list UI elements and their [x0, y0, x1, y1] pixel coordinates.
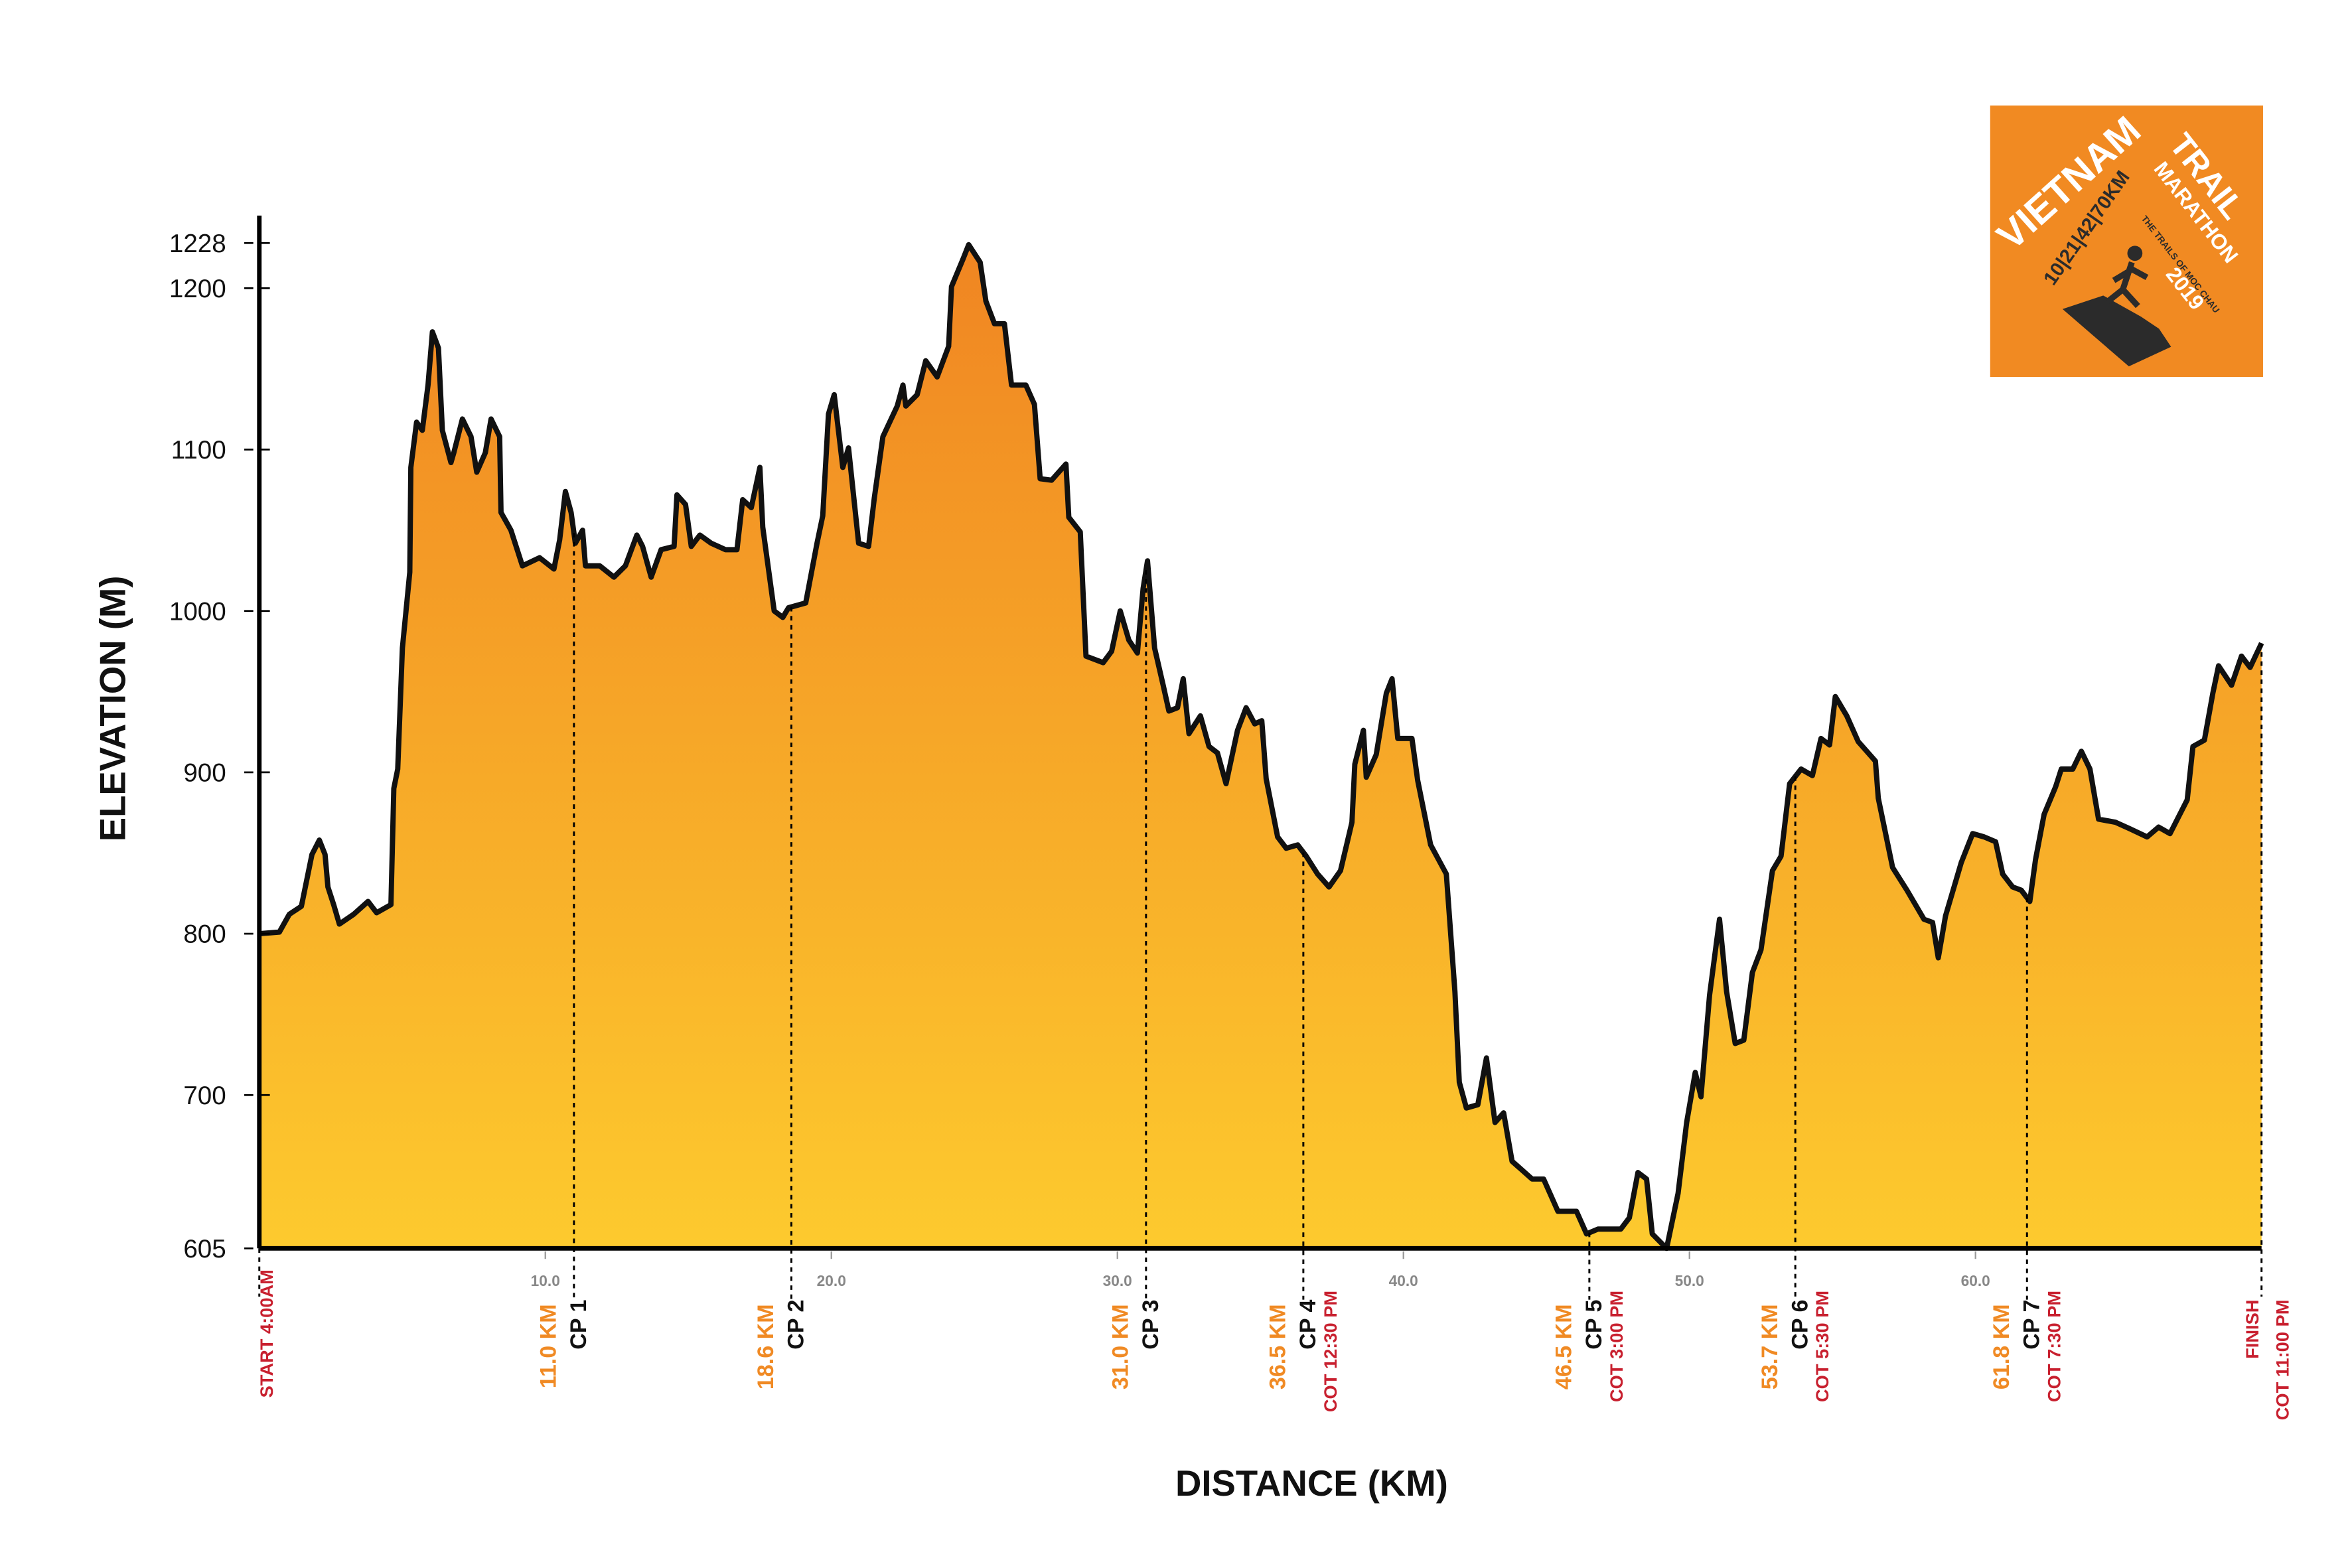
logo-runner-body [2106, 261, 2149, 309]
checkpoint-name: CP 5 [1581, 1300, 1607, 1350]
elevation-line [259, 242, 2264, 1251]
checkpoint-cutoff: COT 3:00 PM [1606, 1291, 1627, 1402]
finish-cutoff: COT 11:00 PM [2272, 1300, 2293, 1421]
checkpoint-name: CP 4 [1295, 1300, 1321, 1350]
checkpoint-name: CP 2 [784, 1300, 809, 1350]
x-tick-label: 10.0 [531, 1272, 560, 1289]
checkpoint-distance: 53.7 KM [1757, 1304, 1783, 1390]
checkpoint-cutoff: COT 7:30 PM [2043, 1291, 2064, 1402]
y-tick-label: 1200 [169, 275, 226, 303]
logo-runner [2127, 246, 2143, 261]
logo-mountain [2062, 295, 2171, 367]
checkpoint-name: CP 6 [1787, 1300, 1812, 1350]
x-axis-label: DISTANCE (KM) [1175, 1463, 1448, 1504]
y-tick-label: 900 [183, 759, 226, 788]
elevation-area [259, 244, 2262, 1249]
x-tick-label: 20.0 [817, 1272, 846, 1289]
checkpoint-name: CP 7 [2019, 1300, 2044, 1350]
checkpoint-distance: 18.6 KM [753, 1304, 778, 1390]
y-tick-label: 700 [183, 1082, 226, 1110]
checkpoint-name: CP 1 [566, 1300, 591, 1350]
checkpoint-distance: 46.5 KM [1552, 1304, 1577, 1390]
checkpoint-distance: 31.0 KM [1108, 1304, 1134, 1390]
checkpoint-cutoff: COT 12:30 PM [1320, 1291, 1341, 1412]
checkpoint-distance: 36.5 KM [1266, 1304, 1291, 1390]
checkpoint-distance: 61.8 KM [1989, 1304, 2014, 1390]
checkpoint-name: CP 3 [1138, 1300, 1163, 1350]
logo: VIETNAM TRAIL MARATHON 10|21|42|70KM THE… [1988, 106, 2263, 378]
y-tick-label: 1228 [169, 230, 226, 258]
y-tick-label: 1100 [171, 436, 226, 464]
checkpoint-cutoff: COT 5:30 PM [1812, 1291, 1832, 1402]
x-tick-label: 30.0 [1103, 1272, 1132, 1289]
x-tick-label: 40.0 [1389, 1272, 1418, 1289]
y-tick-label: 800 [183, 920, 226, 949]
y-tick-label: 605 [183, 1235, 226, 1263]
start-label: START 4:00AM [256, 1269, 277, 1397]
finish-label: FINISH [2242, 1300, 2262, 1359]
x-tick-label: 50.0 [1675, 1272, 1704, 1289]
checkpoint-distance: 11.0 KM [536, 1304, 561, 1388]
x-tick-label: 60.0 [1961, 1272, 1990, 1289]
y-axis-label: ELEVATION (M) [93, 576, 133, 842]
y-tick-label: 1000 [169, 597, 226, 626]
